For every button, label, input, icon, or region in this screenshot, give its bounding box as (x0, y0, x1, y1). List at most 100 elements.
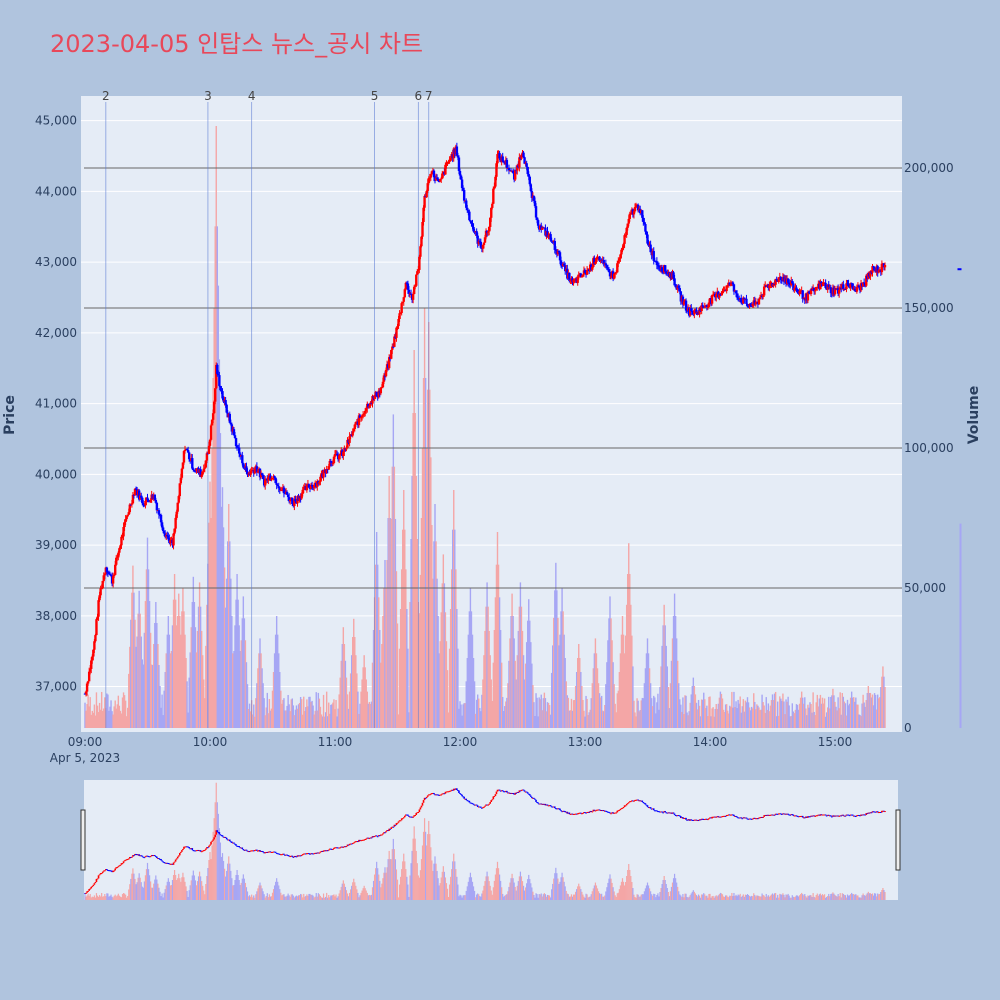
slider-candle (286, 854, 288, 856)
candle-body (872, 266, 875, 268)
slider-volume-bar (254, 897, 256, 900)
candle-body (423, 195, 426, 208)
volume-bar (675, 638, 678, 728)
range-slider-right-handle[interactable] (895, 809, 901, 871)
volume-bar (820, 703, 823, 728)
slider-candle (600, 810, 603, 812)
volume-bar (244, 640, 247, 728)
slider-volume-bar (640, 894, 642, 900)
slider-volume-bar (261, 888, 263, 900)
slider-volume-bar (191, 875, 193, 900)
slider-volume-bar (881, 890, 883, 900)
slider-volume-bar (505, 894, 507, 900)
volume-bar (130, 619, 132, 728)
slider-candle (370, 837, 373, 839)
volume-bar (649, 683, 652, 728)
candle-body (745, 298, 748, 304)
volume-bar (162, 715, 164, 728)
slider-volume-bar (576, 889, 578, 900)
volume-bar (143, 632, 146, 728)
slider-candle (210, 841, 212, 845)
candle-body (437, 180, 441, 182)
volume-bar (596, 668, 599, 728)
slider-candle (85, 892, 87, 894)
slider-volume-bar (255, 894, 257, 900)
slider-volume-bar (326, 892, 328, 900)
slider-volume-bar (198, 871, 201, 900)
slider-candle (484, 805, 486, 807)
slider-candle (369, 837, 372, 839)
slider-volume-bar (628, 864, 630, 900)
slider-candle (195, 850, 198, 852)
slider-candle (348, 843, 351, 846)
slider-volume-bar (636, 894, 638, 900)
candle-body (225, 404, 228, 413)
slider-volume-bar (417, 875, 419, 900)
volume-bar (349, 673, 352, 728)
slider-candle (464, 798, 467, 800)
slider-candle (747, 818, 750, 820)
volume-bar (652, 706, 654, 728)
volume-bar (167, 616, 170, 728)
candle-body (154, 499, 158, 503)
slider-volume-bar (389, 859, 391, 900)
slider-candle (807, 816, 809, 818)
candle-body (674, 285, 677, 288)
volume-bar (679, 699, 681, 728)
slider-volume-bar (660, 888, 662, 900)
candle-body (810, 289, 814, 291)
slider-candle (714, 816, 717, 818)
volume-bar (866, 693, 868, 728)
slider-candle (640, 800, 643, 802)
slider-candle (335, 847, 337, 849)
slider-volume-bar (160, 896, 162, 900)
slider-candle (660, 811, 662, 813)
candle-body (718, 294, 721, 298)
slider-volume-bar (857, 895, 859, 900)
candle-body (175, 511, 178, 518)
candle-body (491, 203, 494, 208)
candle-body (845, 283, 848, 290)
volume-bar (653, 695, 655, 728)
slider-volume-bar (758, 895, 760, 900)
volume-bar (648, 668, 651, 728)
slider-volume-bar (611, 882, 613, 900)
candle-body (399, 313, 402, 315)
date-label: Apr 5, 2023 (50, 751, 120, 765)
volume-bar (884, 686, 886, 728)
slider-candle (566, 811, 569, 814)
range-slider-left-handle[interactable] (80, 809, 86, 871)
slider-candle (478, 806, 481, 808)
volume-bar (813, 711, 815, 728)
volume-bar (506, 697, 508, 728)
candle-body (796, 289, 799, 293)
candle-body (249, 471, 252, 475)
slider-volume-bar (387, 859, 389, 900)
slider-volume-bar (437, 878, 439, 900)
volume-bar (499, 630, 502, 728)
candle-body (608, 272, 612, 277)
volume-bar (102, 710, 104, 728)
candle-body (270, 478, 273, 481)
slider-volume-bar (382, 878, 384, 900)
candle-body (166, 534, 169, 536)
slider-candle (711, 816, 713, 819)
candle-body (605, 265, 609, 269)
slider-candle (518, 790, 521, 793)
volume-bar (554, 590, 556, 728)
slider-volume-bar (187, 896, 189, 900)
slider-volume-bar (846, 894, 849, 900)
range-slider[interactable] (80, 780, 901, 900)
slider-volume-bar (257, 888, 259, 900)
slider-volume-bar (591, 891, 593, 900)
candle-body (479, 241, 483, 248)
slider-candle (218, 832, 221, 835)
slider-candle (134, 853, 136, 856)
volume-bar (685, 695, 687, 728)
volume-bar (443, 583, 446, 728)
candle-body (869, 271, 872, 277)
slider-candle (287, 855, 289, 857)
slider-volume-bar (865, 894, 867, 900)
slider-candle (550, 806, 553, 808)
volume-bar (148, 601, 151, 728)
